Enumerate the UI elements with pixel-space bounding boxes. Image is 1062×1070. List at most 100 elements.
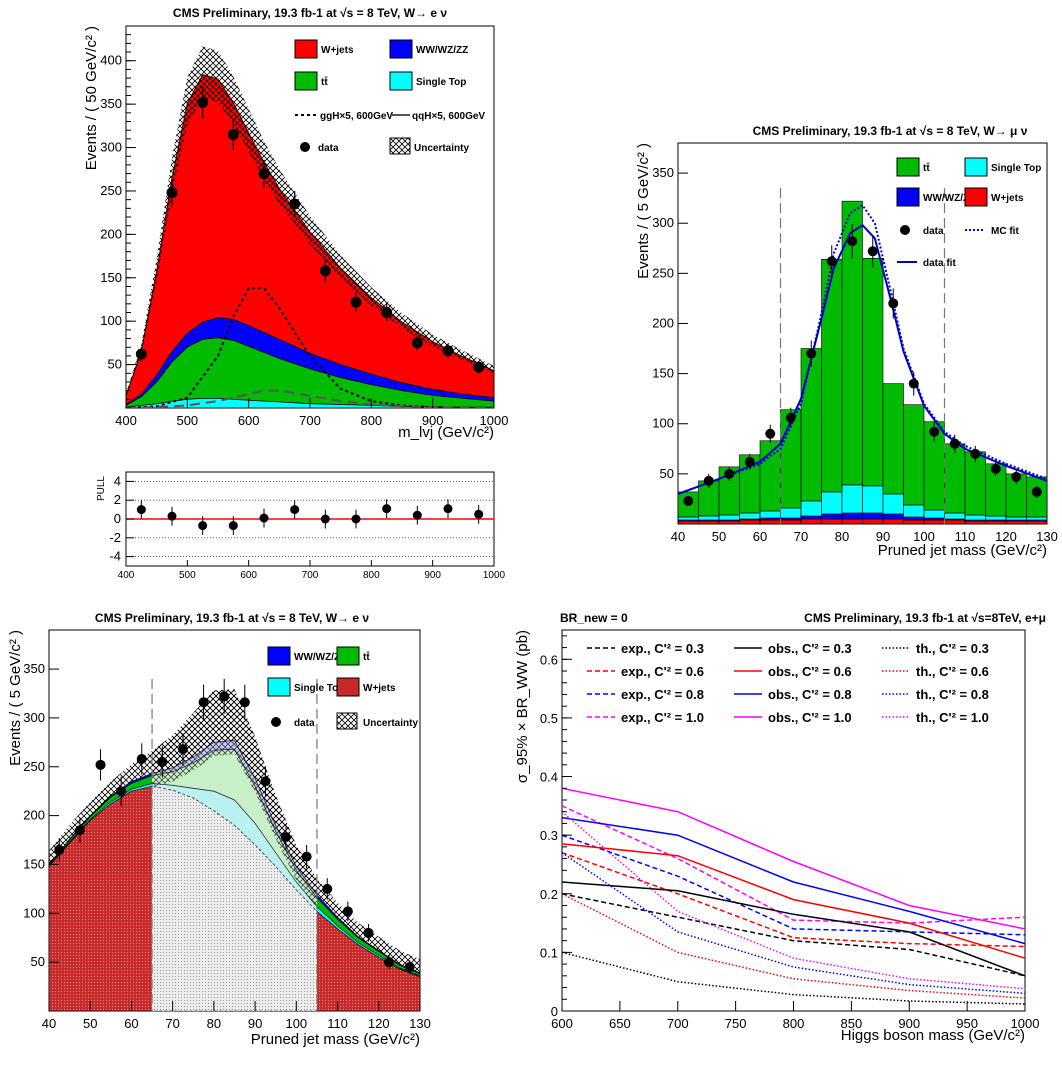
y-tick-label: 250 bbox=[23, 759, 45, 774]
legend-label: Single Top bbox=[294, 683, 344, 694]
signal-region bbox=[152, 689, 317, 1011]
legend-swatch bbox=[294, 71, 318, 91]
x-tick-label: 950 bbox=[956, 1016, 978, 1031]
bar-tt bbox=[800, 348, 822, 502]
x-tick-label: 1000 bbox=[480, 413, 509, 428]
chart-title: CMS Preliminary, 19.3 fb-1 at √s = 8 TeV… bbox=[173, 6, 447, 20]
plot-frame bbox=[561, 629, 1026, 1012]
x-tick-label: 800 bbox=[783, 1016, 805, 1031]
x-tick-label: 60 bbox=[124, 1016, 138, 1031]
legend-swatch bbox=[964, 187, 988, 207]
bar-wjets bbox=[841, 518, 863, 525]
data-point bbox=[990, 463, 1001, 474]
bar-wjets bbox=[903, 519, 925, 525]
legend-label: W+jets bbox=[321, 45, 354, 56]
x-tick-label: 900 bbox=[424, 570, 441, 581]
bar-wjets bbox=[1026, 520, 1048, 525]
x-tick-label: 600 bbox=[240, 570, 257, 581]
limit-line-th bbox=[561, 951, 1026, 1005]
chart-title: CMS Preliminary, 19.3 fb-1 at √s = 8 TeV… bbox=[95, 611, 369, 625]
chart-title: CMS Preliminary, 19.3 fb-1 at √s=8TeV, e… bbox=[804, 611, 1046, 625]
legend-label: exp., C'² = 1.0 bbox=[621, 710, 704, 725]
data-point bbox=[281, 832, 292, 843]
legend-label: Single Top bbox=[991, 163, 1041, 174]
legend-swatch bbox=[964, 157, 988, 177]
bar-singletop bbox=[739, 512, 761, 520]
bar-singletop bbox=[698, 515, 720, 521]
y-tick-label: 0.3 bbox=[540, 828, 558, 843]
x-tick-label: 800 bbox=[360, 413, 382, 428]
y-tick-label: 0 bbox=[114, 511, 121, 526]
data-point bbox=[785, 412, 796, 423]
legend-marker bbox=[300, 142, 310, 152]
data-point bbox=[289, 198, 301, 210]
pull-point bbox=[412, 510, 422, 520]
legend-label: obs., C'² = 1.0 bbox=[768, 710, 852, 725]
bar-singletop bbox=[882, 493, 904, 515]
bar-wjets bbox=[964, 520, 986, 525]
bar-wjets bbox=[821, 518, 843, 525]
y-axis-label: Events / ( 5 GeV/c² ) bbox=[635, 143, 652, 279]
data-point bbox=[258, 168, 270, 180]
y-tick-label: 300 bbox=[652, 215, 674, 230]
bar-singletop bbox=[944, 512, 966, 520]
pull-point bbox=[167, 511, 177, 521]
y-axis-label: σ_95% × BR_WW (pb) bbox=[514, 630, 531, 783]
legend-marker bbox=[900, 225, 910, 235]
chart-subtitle: BR_new = 0 bbox=[560, 611, 628, 625]
data-point bbox=[683, 495, 694, 506]
data-point bbox=[744, 456, 755, 467]
x-tick-label: 70 bbox=[165, 1016, 179, 1031]
y-tick-label: 0.4 bbox=[540, 770, 558, 785]
limit-line-obs bbox=[561, 881, 1026, 977]
bar-singletop bbox=[677, 516, 699, 521]
data-point bbox=[166, 187, 178, 199]
y-tick-label: 100 bbox=[23, 905, 45, 920]
x-axis-label: Higgs boson mass (GeV/c²) bbox=[841, 1027, 1025, 1044]
x-tick-label: 1000 bbox=[483, 570, 506, 581]
bar-wwwzzz bbox=[759, 517, 781, 521]
legend-swatch bbox=[336, 712, 358, 730]
legend-swatch bbox=[336, 646, 360, 666]
data-point bbox=[847, 236, 858, 247]
legend-label: obs., C'² = 0.6 bbox=[768, 664, 852, 679]
x-tick-label: 600 bbox=[551, 1016, 573, 1031]
y-tick-label: 200 bbox=[652, 315, 674, 330]
pull-point bbox=[382, 504, 392, 514]
y-tick-label: 0.1 bbox=[540, 945, 558, 960]
x-axis-label: m_lvj (GeV/c²) bbox=[398, 424, 494, 441]
bar-wjets bbox=[944, 519, 966, 525]
data-point bbox=[970, 448, 981, 459]
x-tick-label: 600 bbox=[238, 413, 260, 428]
legend-label: qqH×5, 600GeV bbox=[412, 111, 485, 122]
bar-wjets bbox=[862, 518, 884, 525]
data-point bbox=[703, 475, 714, 486]
data-point bbox=[116, 786, 127, 797]
y-tick-label: 100 bbox=[652, 416, 674, 431]
y-tick-label: 300 bbox=[23, 710, 45, 725]
limit-line-exp bbox=[561, 893, 1026, 977]
pull-point bbox=[351, 514, 361, 524]
y-tick-label: 0.5 bbox=[540, 711, 558, 726]
x-tick-label: 120 bbox=[368, 1016, 390, 1031]
data-fit-line bbox=[677, 223, 1048, 495]
pull-point bbox=[290, 505, 300, 515]
x-axis-label: Pruned jet mass (GeV/c²) bbox=[878, 542, 1047, 559]
data-point bbox=[157, 756, 168, 767]
y-tick-label: 0.6 bbox=[540, 652, 558, 667]
y-tick-label: 200 bbox=[23, 808, 45, 823]
legend-label: W+jets bbox=[991, 193, 1024, 204]
y-axis-label: Events / ( 50 GeV/c² ) bbox=[83, 26, 100, 170]
limit-line-exp bbox=[561, 851, 1026, 948]
limit-line-obs bbox=[561, 816, 1026, 945]
data-point bbox=[867, 246, 878, 257]
x-tick-label: 90 bbox=[876, 529, 890, 544]
x-tick-label: 80 bbox=[207, 1016, 221, 1031]
data-point bbox=[381, 307, 393, 318]
legend-swatch bbox=[336, 677, 360, 697]
data-point bbox=[322, 883, 333, 894]
y-tick-label: 300 bbox=[100, 140, 122, 155]
x-tick-label: 800 bbox=[363, 570, 380, 581]
data-point bbox=[473, 361, 485, 373]
